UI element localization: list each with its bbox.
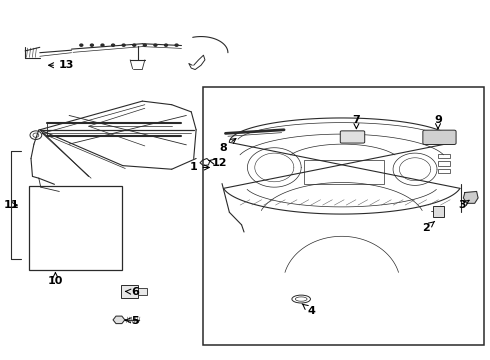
Circle shape — [122, 44, 125, 46]
Text: 13: 13 — [49, 60, 74, 70]
Circle shape — [112, 44, 115, 46]
Text: 8: 8 — [219, 139, 236, 153]
Text: 9: 9 — [434, 115, 442, 129]
Bar — [433, 206, 444, 217]
Polygon shape — [113, 316, 125, 324]
Text: 6: 6 — [125, 287, 139, 297]
Circle shape — [175, 44, 178, 46]
Bar — [121, 285, 138, 298]
Circle shape — [144, 44, 147, 46]
Circle shape — [154, 44, 157, 46]
Bar — [304, 160, 384, 184]
Bar — [438, 161, 450, 166]
Text: 10: 10 — [48, 273, 63, 286]
Text: 2: 2 — [422, 221, 435, 233]
FancyBboxPatch shape — [340, 131, 365, 143]
Text: 5: 5 — [125, 316, 139, 325]
Text: 4: 4 — [302, 304, 315, 316]
Circle shape — [80, 44, 83, 46]
Text: 1: 1 — [190, 162, 209, 172]
Circle shape — [133, 44, 136, 46]
Circle shape — [165, 44, 168, 46]
Bar — [438, 154, 450, 158]
Bar — [438, 168, 450, 173]
Circle shape — [91, 44, 94, 46]
Text: 7: 7 — [352, 115, 360, 129]
Bar — [29, 186, 122, 270]
Bar — [138, 288, 147, 296]
Text: 3: 3 — [459, 200, 469, 210]
Circle shape — [101, 44, 104, 46]
Polygon shape — [464, 192, 478, 203]
Text: 12: 12 — [209, 158, 227, 168]
Text: 11: 11 — [4, 200, 19, 210]
FancyBboxPatch shape — [423, 130, 456, 144]
Bar — [203, 87, 485, 345]
